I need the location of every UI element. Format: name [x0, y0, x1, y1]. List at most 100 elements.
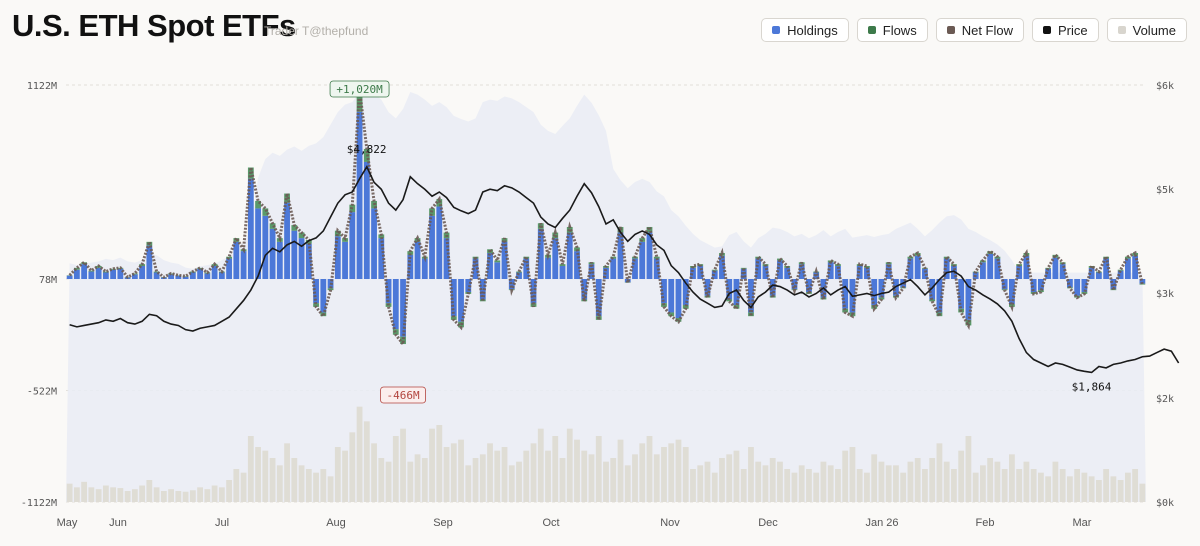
- holdings-bar: [494, 262, 501, 280]
- holdings-bar: [827, 262, 834, 280]
- volume-bar: [574, 439, 580, 502]
- holdings-bar: [102, 272, 109, 280]
- flow-bar: [291, 225, 298, 231]
- legend-holdings-button[interactable]: Holdings: [761, 18, 849, 42]
- volume-bar: [559, 458, 566, 502]
- holdings-bar: [516, 272, 522, 280]
- holdings-bar: [276, 241, 283, 280]
- holdings-bar: [305, 243, 312, 280]
- volume-bar: [1001, 469, 1008, 502]
- volume-bar: [320, 469, 327, 502]
- volume-bar: [646, 436, 653, 502]
- flow-bar: [226, 256, 232, 259]
- flow-bar: [494, 260, 501, 263]
- volume-bar: [827, 465, 834, 502]
- holdings-bar: [574, 251, 580, 280]
- y-right-tick-label: $0k: [1156, 498, 1174, 509]
- volume-bar: [247, 436, 254, 502]
- flow-bar: [610, 256, 617, 259]
- flow-bar: [740, 267, 747, 269]
- flow-bar: [131, 273, 138, 275]
- flow-bar: [907, 256, 914, 259]
- holdings-bar: [197, 268, 203, 280]
- flow-bar: [182, 276, 189, 277]
- volume-bar: [458, 439, 464, 502]
- volume-bar: [421, 458, 428, 502]
- flow-bar: [994, 256, 1001, 259]
- x-tick-label: Sep: [433, 517, 453, 529]
- volume-bar: [530, 443, 537, 502]
- holdings-bar: [298, 238, 305, 280]
- holdings-bar: [769, 279, 776, 296]
- holdings-bar: [1088, 267, 1095, 280]
- volume-bar: [958, 450, 965, 502]
- holdings-bar: [1052, 257, 1059, 280]
- holdings-bar: [131, 274, 138, 280]
- holdings-bar: [363, 161, 370, 280]
- volume-bar: [769, 458, 776, 502]
- flow-bar: [298, 232, 305, 239]
- volume-bar: [88, 487, 95, 502]
- holdings-bar: [842, 279, 849, 309]
- volume-bar: [110, 487, 117, 502]
- holdings-bar: [421, 258, 428, 280]
- flow-bar: [73, 267, 80, 270]
- holdings-bar: [632, 258, 638, 280]
- volume-bar: [189, 490, 196, 502]
- volume-bar: [1110, 476, 1117, 502]
- volume-bar: [682, 447, 689, 502]
- holdings-bar: [414, 241, 421, 280]
- legend-price-button[interactable]: Price: [1032, 18, 1099, 42]
- volume-bar: [1132, 469, 1139, 502]
- volume-bar: [1038, 472, 1044, 502]
- holdings-bar: [378, 238, 385, 280]
- flow-bar: [1045, 267, 1052, 269]
- holdings-bar: [1095, 272, 1102, 280]
- volume-bar: [900, 472, 907, 502]
- volume-bar: [965, 436, 972, 502]
- flow-bar: [378, 234, 385, 239]
- volume-bar: [66, 483, 73, 502]
- volume-bar: [849, 447, 856, 502]
- flow-bar: [1081, 292, 1088, 294]
- volume-bar: [508, 465, 515, 502]
- holdings-bar: [545, 257, 551, 280]
- flow-bar: [1001, 289, 1008, 291]
- legend-flows-button[interactable]: Flows: [856, 18, 928, 42]
- page-title: U.S. ETH Spot ETFs: [12, 8, 296, 43]
- flow-bar: [327, 288, 334, 291]
- x-tick-label: Feb: [976, 517, 995, 529]
- legend-volume-button[interactable]: Volume: [1106, 18, 1187, 42]
- holdings-bar: [182, 276, 189, 280]
- price-swatch-icon: [1043, 26, 1051, 34]
- volume-bar: [168, 489, 174, 502]
- flow-bar: [646, 226, 653, 233]
- volume-bar: [1124, 472, 1131, 502]
- y-right-tick-label: $3k: [1156, 289, 1174, 300]
- holdings-bar: [400, 279, 406, 337]
- volume-bar: [472, 458, 479, 502]
- volume-bar: [914, 458, 921, 502]
- volume-bar: [182, 491, 189, 502]
- flow-bar: [305, 239, 312, 244]
- holdings-bar: [994, 258, 1001, 280]
- price-line: [69, 165, 1180, 374]
- holdings-bar: [233, 241, 240, 280]
- volume-bar: [407, 461, 414, 502]
- holdings-bar: [284, 202, 290, 280]
- holdings-bar: [392, 279, 399, 330]
- legend-net-flow-button[interactable]: Net Flow: [935, 18, 1024, 42]
- holdings-bar: [508, 279, 515, 290]
- holdings-bar: [777, 260, 783, 280]
- holdings-bar: [218, 272, 225, 280]
- volume-bar: [356, 406, 363, 502]
- flow-bar: [1009, 304, 1015, 307]
- volume-bar: [363, 421, 370, 502]
- volume-bar: [146, 480, 153, 502]
- holdings-bar: [588, 264, 595, 280]
- volume-bar: [378, 458, 385, 502]
- holdings-bar: [1038, 279, 1044, 291]
- volume-bar: [349, 432, 356, 502]
- holdings-bar: [537, 228, 544, 280]
- attribution: Trader T@thepfund: [264, 24, 369, 38]
